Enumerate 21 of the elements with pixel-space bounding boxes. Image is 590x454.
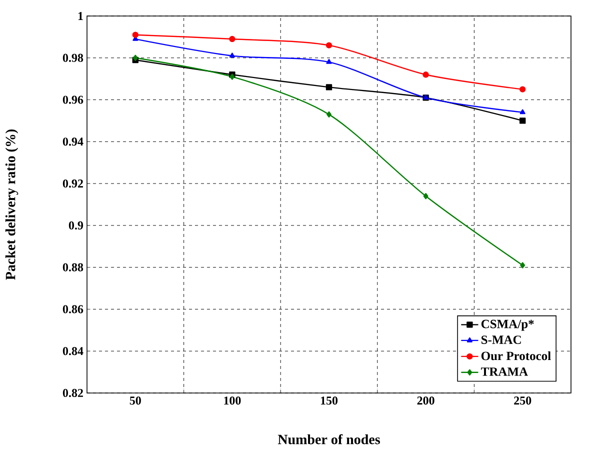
x-axis-title: Number of nodes — [278, 434, 380, 444]
y-tick-label: 0.84 — [62, 347, 84, 356]
x-tick-label: 150 — [320, 396, 338, 405]
x-tick-label: 250 — [514, 396, 532, 405]
legend-label: TRAMA — [481, 368, 528, 376]
x-tick-label: 50 — [130, 396, 141, 405]
y-tick-label: 0.98 — [62, 54, 84, 62]
y-tick-label: 0.86 — [62, 305, 84, 314]
y-tick-label: 0.92 — [62, 179, 83, 188]
y-tick-label: 0.9 — [68, 221, 84, 230]
y-tick-label: 0.94 — [62, 138, 84, 146]
legend-label: Our Protocol — [481, 351, 551, 360]
x-tick-label: 100 — [224, 396, 241, 405]
y-tick-label: 1 — [78, 12, 83, 20]
y-tick-label: 0.88 — [62, 263, 84, 272]
y-tick-label: 0.96 — [62, 96, 84, 104]
x-tick-label: 200 — [417, 396, 434, 405]
legend-label: S-MAC — [481, 336, 521, 344]
y-tick-label: 0.82 — [62, 388, 83, 398]
legend-label: CSMA/p* — [481, 320, 534, 331]
y-axis-title: Packet delivery ratio (%) — [5, 129, 18, 280]
